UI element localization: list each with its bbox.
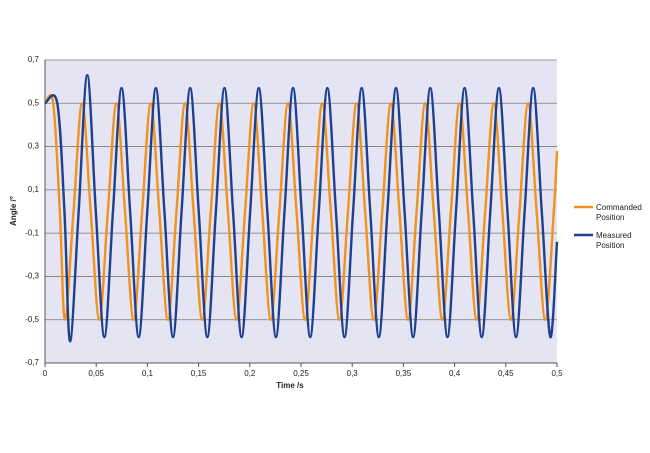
x-tick-label: 0 (43, 369, 48, 378)
legend-label: Commanded Position (596, 203, 642, 222)
y-tick-label: -0,5 (25, 315, 39, 324)
y-axis-label: Angle /° (9, 196, 18, 226)
x-tick-label: 0,2 (244, 369, 256, 378)
x-tick-label: 0,1 (142, 369, 154, 378)
line (44, 73, 559, 343)
x-tick-label: 0,45 (498, 369, 514, 378)
y-tick-label: -0,3 (25, 272, 39, 281)
legend-label: Measured Position (596, 231, 632, 250)
y-tick-label: 0,7 (28, 55, 40, 64)
x-tick-label: 0,25 (293, 369, 309, 378)
y-tick-label: -0,1 (25, 228, 39, 237)
x-tick-label: 0,3 (347, 369, 359, 378)
y-tick-label: 0,1 (28, 185, 40, 194)
y-tick-label: 0,3 (28, 142, 40, 151)
x-tick-label: 0,4 (449, 369, 461, 378)
x-tick-label: 0,15 (191, 369, 207, 378)
x-tick-label: 0,35 (396, 369, 412, 378)
line (43, 94, 559, 321)
x-axis-label: Time /s (276, 381, 304, 390)
x-tick-label: 0,5 (551, 369, 563, 378)
y-tick-label: 0,5 (28, 98, 40, 107)
x-tick-label: 0,05 (88, 369, 104, 378)
y-tick-label: -0,7 (25, 358, 39, 367)
